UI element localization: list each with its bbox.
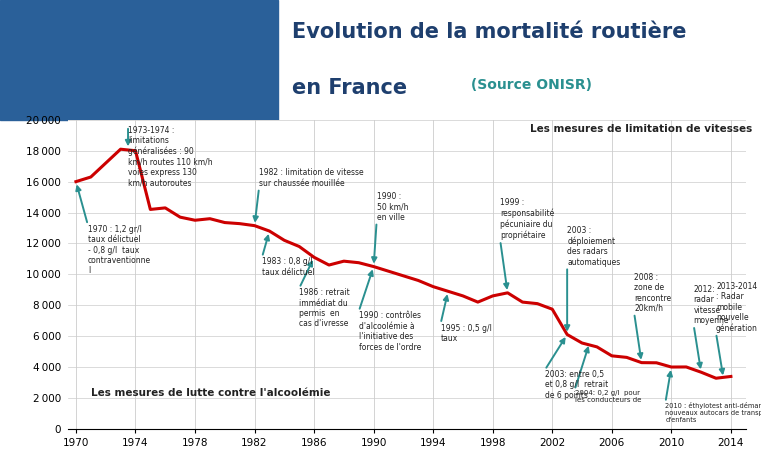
Text: 2013-2014
: Radar
mobile
nouvelle
génération: 2013-2014 : Radar mobile nouvelle généra… <box>716 282 758 333</box>
Text: Evolution de la mortalité routière: Evolution de la mortalité routière <box>292 22 686 41</box>
Text: 2004: 0,2 g/l  pour
les conducteurs de: 2004: 0,2 g/l pour les conducteurs de <box>575 390 641 403</box>
Text: 1990 : contrôles
d'alcoolémie à
l'initiative des
forces de l'ordre: 1990 : contrôles d'alcoolémie à l'initia… <box>358 311 421 352</box>
Text: Les mesures de limitation de vitesses: Les mesures de limitation de vitesses <box>530 124 752 134</box>
Text: 1982 : limitation de vitesse
sur chaussée mouillée: 1982 : limitation de vitesse sur chaussé… <box>259 168 364 188</box>
Text: 2003: entre 0,5
et 0,8 g/l  retrait
de 6 points: 2003: entre 0,5 et 0,8 g/l retrait de 6 … <box>545 370 608 400</box>
Text: 1990 :
50 km/h
en ville: 1990 : 50 km/h en ville <box>377 192 408 222</box>
Text: en France: en France <box>292 78 407 98</box>
Text: 1970 : 1,2 gr/l
taux délictuel
- 0,8 g/l  taux
contraventionne
l: 1970 : 1,2 gr/l taux délictuel - 0,8 g/l… <box>88 225 151 276</box>
Text: 1986 : retrait
immédiat du
permis  en
cas d'ivresse: 1986 : retrait immédiat du permis en cas… <box>299 288 350 328</box>
Text: 1995 : 0,5 g/l
taux: 1995 : 0,5 g/l taux <box>441 324 492 343</box>
Text: (Source ONISR): (Source ONISR) <box>466 78 592 92</box>
Text: 2010 : éthylotest anti-démarrage sur
nouveaux autocars de transports
d'enfants: 2010 : éthylotest anti-démarrage sur nou… <box>665 402 761 424</box>
Text: 1999 :
responsabilité
pécuniaire du
propriétaire: 1999 : responsabilité pécuniaire du prop… <box>500 198 555 240</box>
Text: 1983 : 0,8 g/l
taux délictuel: 1983 : 0,8 g/l taux délictuel <box>262 257 314 277</box>
Text: 2003 :
déploiement
des radars
automatiques: 2003 : déploiement des radars automatiqu… <box>567 226 620 266</box>
Text: 1973-1974 :
limitations
généralisées : 90
km/h routes 110 km/h
voies express 130: 1973-1974 : limitations généralisées : 9… <box>128 126 212 188</box>
Text: Les mesures de lutte contre l'alcoolémie: Les mesures de lutte contre l'alcoolémie <box>91 388 330 398</box>
Text: 2008 :
zone de
rencontre
20km/h: 2008 : zone de rencontre 20km/h <box>634 273 671 313</box>
Text: 2012:
radar
vitesse
moyenne: 2012: radar vitesse moyenne <box>694 285 729 325</box>
